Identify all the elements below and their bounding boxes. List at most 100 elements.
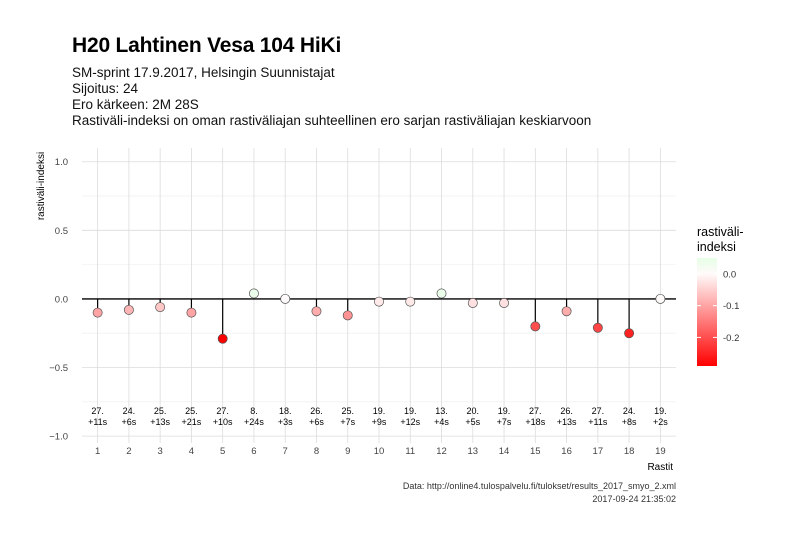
annotation-diff: +13s: [557, 417, 577, 427]
x-tick-label: 6: [251, 446, 256, 457]
x-tick-label: 11: [405, 446, 415, 457]
annotation-diff: +8s: [622, 417, 637, 427]
annotation-rank: 26.: [560, 406, 573, 416]
annotation-diff: +13s: [150, 417, 170, 427]
annotation-diff: +24s: [244, 417, 264, 427]
annotation-rank: 27.: [91, 406, 104, 416]
legend-tick-label: -0.1: [723, 301, 739, 312]
legend-colorbar: [697, 258, 717, 366]
annotation-rank: 26.: [310, 406, 323, 416]
data-point: [624, 328, 635, 339]
data-point: [499, 298, 510, 308]
annotation-diff: +18s: [525, 417, 545, 427]
data-point: [655, 293, 666, 304]
data-point: [248, 288, 259, 299]
data-point: [342, 310, 353, 321]
legend-title-line2: indeksi: [697, 240, 736, 254]
data-point: [155, 302, 166, 313]
annotation-rank: 27.: [216, 406, 229, 416]
annotation-diff: +2s: [653, 417, 668, 427]
legend-title-line1: rastiväli-: [697, 225, 744, 239]
x-tick-label: 1: [95, 446, 100, 457]
annotation-rank: 25.: [185, 406, 198, 416]
annotation-diff: +11s: [588, 417, 608, 427]
annotation-diff: +9s: [372, 417, 387, 427]
data-point: [467, 298, 478, 308]
annotation-diff: +7s: [340, 417, 355, 427]
annotation-diff: +11s: [88, 417, 108, 427]
x-tick-label: 16: [561, 446, 572, 457]
x-tick-label: 19: [655, 446, 666, 457]
annotation-rank: 27.: [529, 406, 542, 416]
caption-source: Data: http://online4.tulospalvelu.fi/tul…: [403, 481, 676, 491]
x-tick-label: 8: [314, 446, 319, 457]
y-axis-ticks: 1.0 0.5 0.0 −0.5 −1.0: [49, 157, 68, 442]
annotation-rank: 20.: [467, 406, 480, 416]
x-tick-label: 10: [374, 446, 385, 457]
color-legend: rastiväli- indeksi 0.0 -0.1 -0.2: [697, 225, 744, 366]
x-tick-label: 7: [283, 446, 288, 457]
annotations: 27.+11s24.+6s25.+13s25.+21s27.+10s8.+24s…: [88, 406, 668, 427]
x-tick-label: 4: [189, 446, 194, 457]
annotation-rank: 8.: [250, 406, 258, 416]
subtitle-event: SM-sprint 17.9.2017, Helsingin Suunnista…: [72, 65, 335, 80]
x-tick-label: 9: [345, 446, 350, 457]
annotation-rank: 24.: [623, 406, 636, 416]
data-point: [592, 322, 603, 333]
data-point: [561, 306, 572, 317]
subtitle-description: Rastiväli-indeksi on oman rastiväliajan …: [72, 113, 592, 128]
x-axis-label: Rastit: [647, 462, 673, 473]
data-point: [374, 296, 384, 307]
annotation-rank: 25.: [154, 406, 167, 416]
data-point: [436, 288, 447, 299]
y-tick-label: 0.0: [55, 294, 68, 305]
subtitle-rank: Sijoitus: 24: [72, 81, 139, 96]
x-tick-label: 15: [530, 446, 541, 457]
annotation-rank: 19.: [404, 406, 417, 416]
x-tick-label: 3: [158, 446, 163, 457]
annotation-rank: 24.: [123, 406, 136, 416]
annotation-diff: +5s: [465, 417, 480, 427]
annotation-rank: 19.: [654, 406, 667, 416]
y-axis-label: rastiväli-indeksi: [36, 152, 47, 220]
annotation-rank: 25.: [341, 406, 354, 416]
data-point: [405, 296, 416, 307]
data-point: [92, 307, 103, 318]
annotation-diff: +12s: [400, 417, 420, 427]
annotation-diff: +7s: [497, 417, 512, 427]
x-tick-label: 2: [126, 446, 131, 457]
x-tick-label: 12: [436, 446, 447, 457]
stems: [97, 293, 630, 339]
data-point: [280, 293, 291, 304]
annotation-rank: 19.: [498, 406, 511, 416]
y-tick-label: 0.5: [55, 226, 68, 237]
annotation-diff: +21s: [182, 417, 202, 427]
annotation-diff: +10s: [213, 417, 233, 427]
data-point: [311, 306, 322, 317]
data-point: [530, 321, 541, 332]
annotation-rank: 18.: [279, 406, 292, 416]
x-tick-label: 13: [468, 446, 479, 457]
annotation-rank: 27.: [592, 406, 605, 416]
x-tick-label: 5: [220, 446, 225, 457]
data-point: [123, 304, 134, 315]
grid: [82, 148, 676, 443]
x-axis-ticks: 1 2 3 4 5 6 7 8 9 10 11 12 13 14 15 16 17 18 19: [95, 446, 666, 457]
chart-title: H20 Lahtinen Vesa 104 HiKi: [72, 34, 342, 57]
annotation-diff: +4s: [434, 417, 449, 427]
legend-tick-label: 0.0: [723, 269, 736, 280]
subtitle-gap: Ero kärkeen: 2M 28S: [72, 97, 199, 112]
y-tick-label: −1.0: [49, 432, 68, 443]
y-tick-label: 1.0: [55, 157, 68, 168]
annotation-rank: 13.: [435, 406, 448, 416]
annotation-diff: +6s: [122, 417, 137, 427]
data-point: [186, 307, 197, 318]
caption-timestamp: 2017-09-24 21:35:02: [592, 494, 676, 504]
annotation-diff: +3s: [278, 417, 293, 427]
y-tick-label: −0.5: [49, 363, 68, 374]
annotation-rank: 19.: [373, 406, 386, 416]
x-tick-label: 18: [624, 446, 635, 457]
annotation-diff: +6s: [309, 417, 324, 427]
legend-tick-label: -0.2: [723, 333, 739, 344]
